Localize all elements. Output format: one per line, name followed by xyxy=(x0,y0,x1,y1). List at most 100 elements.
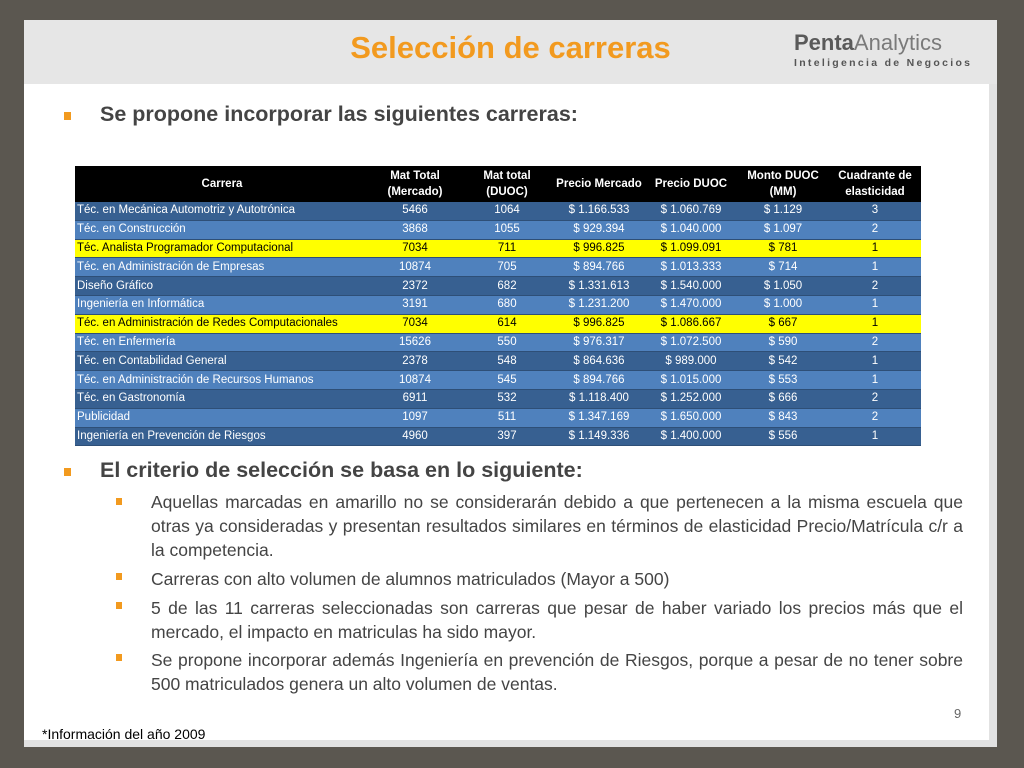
table-cell: 1 xyxy=(829,314,921,334)
table-cell: $ 976.317 xyxy=(553,333,645,353)
table-cell: 15626 xyxy=(369,333,461,353)
table-cell: 1 xyxy=(829,295,921,315)
table-cell: 545 xyxy=(461,370,553,390)
table-cell: 2 xyxy=(829,408,921,428)
table-row: Téc. en Mecánica Automotriz y Autotrónic… xyxy=(75,202,921,221)
footnote: *Información del año 2009 xyxy=(42,726,206,742)
table-cell: Publicidad xyxy=(75,408,369,428)
table-cell: 1055 xyxy=(461,220,553,240)
table-cell: 2 xyxy=(829,276,921,296)
table-cell: 1064 xyxy=(461,202,553,221)
table-cell: 2 xyxy=(829,333,921,353)
table-cell: 6911 xyxy=(369,389,461,409)
table-cell: $ 864.636 xyxy=(553,351,645,372)
table-cell: Téc. en Mecánica Automotriz y Autotrónic… xyxy=(75,202,369,221)
logo-tagline: Inteligencia de Negocios xyxy=(794,57,973,69)
table-cell: $ 1.099.091 xyxy=(645,239,737,259)
column-header: Mat total (DUOC) xyxy=(461,166,553,202)
sub-bullet-icon xyxy=(116,654,122,661)
table-cell: $ 1.050 xyxy=(737,276,829,296)
table-row: Téc. en Administración de Redes Computac… xyxy=(75,314,921,334)
table-cell: $ 556 xyxy=(737,427,829,447)
table-cell: $ 781 xyxy=(737,239,829,259)
table-cell: 1 xyxy=(829,239,921,259)
table-cell: Ingeniería en Prevención de Riesgos xyxy=(75,427,369,447)
table-cell: 5466 xyxy=(369,202,461,221)
logo-brand-bold: Penta xyxy=(794,30,854,55)
table-cell: $ 929.394 xyxy=(553,220,645,240)
table-cell: $ 1.347.169 xyxy=(553,408,645,428)
table-cell: $ 1.086.667 xyxy=(645,314,737,334)
table-row: Téc. en Construcción 3868 1055 $ 929.394 $ 1… xyxy=(75,220,921,240)
column-header: Monto DUOC (MM) xyxy=(737,166,829,202)
table-row: Ingeniería en Informática 3191 680 $ 1.231.… xyxy=(75,295,921,315)
table-cell: 1 xyxy=(829,370,921,390)
table-cell: $ 590 xyxy=(737,333,829,353)
table-cell: Diseño Gráfico xyxy=(75,276,369,296)
column-header: Mat Total (Mercado) xyxy=(369,166,461,202)
table-cell: $ 1.015.000 xyxy=(645,370,737,390)
table-cell: 550 xyxy=(461,333,553,353)
table-cell: Téc. Analista Programador Computacional xyxy=(75,239,369,259)
table-cell: 682 xyxy=(461,276,553,296)
table-cell: 614 xyxy=(461,314,553,334)
table-cell: $ 996.825 xyxy=(553,314,645,334)
table-cell: 2372 xyxy=(369,276,461,296)
table-cell: $ 1.166.533 xyxy=(553,202,645,221)
table-row: Téc. Analista Programador Computacional 7… xyxy=(75,239,921,259)
table-cell: 3 xyxy=(829,202,921,221)
pentaanalytics-logo: PentaAnalytics Inteligencia de Negocios xyxy=(794,30,984,80)
sub-bullet-text: Aquellas marcadas en amarillo no se cons… xyxy=(151,492,963,560)
table-body: Téc. en Mecánica Automotriz y Autotrónic… xyxy=(75,202,921,447)
table-cell: Ingeniería en Informática xyxy=(75,295,369,315)
table-cell: 2 xyxy=(829,389,921,409)
table-row: Téc. en Administración de Empresas 10874 7… xyxy=(75,257,921,278)
table-cell: $ 894.766 xyxy=(553,370,645,390)
table-cell: $ 1.118.400 xyxy=(553,389,645,409)
table-cell: Téc. en Administración de Empresas xyxy=(75,257,369,278)
table-cell: $ 553 xyxy=(737,370,829,390)
table-cell: Téc. en Administración de Redes Computac… xyxy=(75,314,369,334)
slide-right-shadow xyxy=(989,84,997,747)
table-cell: $ 1.470.000 xyxy=(645,295,737,315)
table-cell: $ 1.540.000 xyxy=(645,276,737,296)
sub-bullet-text: 5 de las 11 carreras seleccionadas son c… xyxy=(151,598,963,642)
table-cell: 10874 xyxy=(369,257,461,278)
table-cell: $ 1.400.000 xyxy=(645,427,737,447)
table-cell: $ 1.097 xyxy=(737,220,829,240)
sub-bullet-text: Se propone incorporar además Ingeniería … xyxy=(151,650,963,694)
table-cell: Téc. en Administración de Recursos Human… xyxy=(75,370,369,390)
table-row: Ingeniería en Prevención de Riesgos 4960 3… xyxy=(75,427,921,447)
table-cell: $ 1.000 xyxy=(737,295,829,315)
table-cell: $ 996.825 xyxy=(553,239,645,259)
bullet-heading-2: El criterio de selección se basa en lo s… xyxy=(100,458,583,482)
slide-title: Selección de carreras xyxy=(350,30,671,65)
column-header: Precio DUOC xyxy=(645,166,737,202)
table-cell: $ 667 xyxy=(737,314,829,334)
table-row: Téc. en Enfermería 15626 550 $ 976.317 $ 1.0… xyxy=(75,333,921,353)
sub-bullet-icon xyxy=(116,573,122,580)
table-cell: 1097 xyxy=(369,408,461,428)
table-cell: 705 xyxy=(461,257,553,278)
table-cell: $ 1.231.200 xyxy=(553,295,645,315)
bullet-square-icon xyxy=(64,112,71,120)
table-row: Téc. en Administración de Recursos Human… xyxy=(75,370,921,390)
table-cell: 2 xyxy=(829,220,921,240)
table-cell: $ 542 xyxy=(737,351,829,372)
table-cell: 7034 xyxy=(369,239,461,259)
logo-brand-light: Analytics xyxy=(853,30,942,55)
table-row: Diseño Gráfico 2372 682 $ 1.331.613 $ 1.540.… xyxy=(75,276,921,296)
table-cell: 548 xyxy=(461,351,553,372)
table-cell: 680 xyxy=(461,295,553,315)
column-header: Carrera xyxy=(75,166,369,202)
table-cell: $ 1.013.333 xyxy=(645,257,737,278)
table-cell: 4960 xyxy=(369,427,461,447)
table-cell: $ 843 xyxy=(737,408,829,428)
table-cell: 1 xyxy=(829,427,921,447)
table-cell: $ 1.072.500 xyxy=(645,333,737,353)
table-row: Publicidad 1097 511 $ 1.347.169 $ 1.650.000 $… xyxy=(75,408,921,428)
table-cell: 397 xyxy=(461,427,553,447)
slide-bottom-shadow xyxy=(24,740,997,747)
table-cell: Téc. en Enfermería xyxy=(75,333,369,353)
table-header-row: Carrera Mat Total (Mercado) Mat total (DUO… xyxy=(75,166,921,202)
